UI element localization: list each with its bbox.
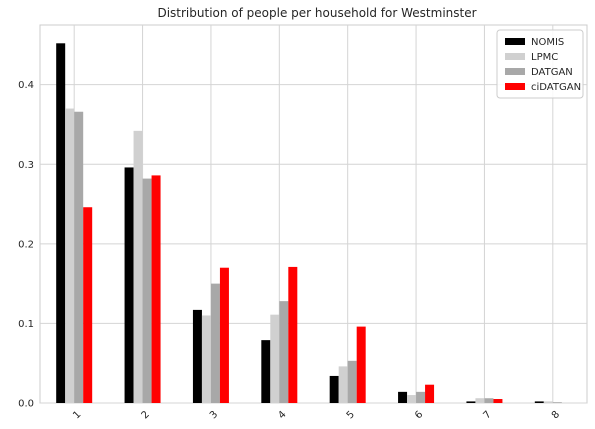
x-tick-label: 1 bbox=[71, 409, 83, 421]
legend-swatch-datgan bbox=[505, 68, 525, 75]
y-tick-label: 0.2 bbox=[18, 239, 34, 250]
x-tick-label: 3 bbox=[208, 409, 220, 421]
x-tick-label: 7 bbox=[482, 409, 494, 421]
bar-datgan-4 bbox=[279, 301, 289, 403]
legend: NOMIS LPMC DATGAN ciDATGAN bbox=[496, 29, 584, 99]
legend-box bbox=[496, 29, 584, 99]
bar-lpmc-3 bbox=[201, 315, 211, 403]
y-tick-label: 0.1 bbox=[18, 319, 34, 330]
bar-cidatgan-4 bbox=[288, 266, 298, 403]
bar-lpmc-4 bbox=[270, 314, 280, 403]
bar-datgan-7 bbox=[484, 398, 494, 403]
bar-lpmc-2 bbox=[133, 130, 143, 403]
legend-label-datgan: DATGAN bbox=[531, 67, 573, 78]
bar-lpmc-1 bbox=[65, 108, 75, 403]
chart-title: Distribution of people per household for… bbox=[157, 6, 476, 20]
bar-lpmc-7 bbox=[475, 398, 485, 403]
bar-datgan-2 bbox=[142, 178, 152, 403]
y-tick-label: 0.3 bbox=[18, 160, 34, 171]
bar-nomis-8 bbox=[534, 401, 544, 403]
bar-nomis-5 bbox=[329, 375, 339, 403]
x-tick-label: 6 bbox=[413, 409, 425, 421]
bar-cidatgan-1 bbox=[83, 207, 93, 403]
bar-cidatgan-3 bbox=[219, 267, 229, 403]
x-tick-label: 2 bbox=[140, 409, 152, 421]
legend-label-nomis: NOMIS bbox=[531, 37, 564, 48]
bar-cidatgan-5 bbox=[356, 326, 366, 403]
bar-nomis-2 bbox=[124, 167, 134, 403]
legend-swatch-lpmc bbox=[505, 53, 525, 60]
bar-lpmc-5 bbox=[338, 366, 348, 403]
bar-nomis-1 bbox=[56, 43, 66, 403]
bar-datgan-3 bbox=[210, 283, 220, 403]
bar-datgan-1 bbox=[74, 111, 84, 403]
bar-datgan-5 bbox=[347, 360, 357, 403]
bar-datgan-8 bbox=[552, 402, 562, 403]
bar-lpmc-8 bbox=[543, 401, 553, 403]
legend-label-cidatgan: ciDATGAN bbox=[531, 82, 581, 93]
x-tick-label: 8 bbox=[550, 409, 562, 421]
bar-datgan-6 bbox=[416, 391, 426, 403]
bar-cidatgan-6 bbox=[425, 384, 435, 403]
bar-lpmc-6 bbox=[407, 395, 417, 403]
bar-nomis-6 bbox=[398, 391, 408, 403]
bar-nomis-7 bbox=[466, 401, 476, 403]
bar-cidatgan-2 bbox=[151, 175, 161, 403]
legend-swatch-cidatgan bbox=[505, 83, 525, 90]
y-tick-label: 0.0 bbox=[18, 399, 34, 410]
y-tick-label: 0.4 bbox=[18, 80, 34, 91]
bar-nomis-3 bbox=[192, 309, 202, 403]
legend-label-lpmc: LPMC bbox=[531, 52, 558, 63]
legend-swatch-nomis bbox=[505, 38, 525, 45]
bar-nomis-4 bbox=[261, 340, 271, 403]
x-tick-label: 4 bbox=[276, 409, 288, 421]
bar-cidatgan-7 bbox=[493, 399, 503, 403]
bars bbox=[56, 43, 562, 403]
x-tick-label: 5 bbox=[345, 409, 357, 421]
